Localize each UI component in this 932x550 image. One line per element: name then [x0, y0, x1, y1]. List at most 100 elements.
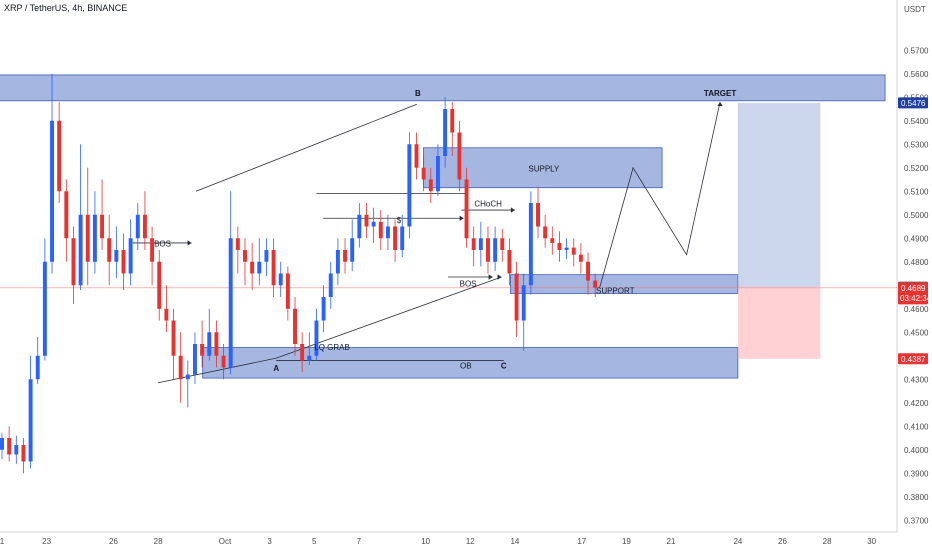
- candle-body: [100, 214, 105, 239]
- price-tag-label: 0.4387: [901, 355, 926, 364]
- time-tick-label: 26: [778, 537, 787, 546]
- candle-body: [328, 273, 333, 297]
- candle-body: [428, 179, 433, 192]
- annotation-label: B: [415, 89, 421, 98]
- candle-body: [350, 238, 355, 262]
- price-axis-unit: USDT: [904, 5, 926, 14]
- candle-body: [500, 238, 505, 250]
- arrow-head-icon: [459, 215, 464, 221]
- annotation-label: A: [273, 364, 279, 373]
- candle-body: [464, 179, 469, 239]
- candle-body: [557, 242, 562, 250]
- candle-body: [35, 355, 40, 380]
- candle-body: [271, 250, 276, 286]
- annotation-label: C: [501, 362, 507, 371]
- structure-line: [599, 101, 721, 288]
- annotation-label: OB: [460, 362, 472, 371]
- candle-body: [178, 355, 183, 380]
- annotation-label: SUPPORT: [596, 286, 635, 295]
- price-tick-label: 0.3700: [904, 516, 929, 525]
- time-tick-label: 12: [466, 537, 475, 546]
- candle-body: [185, 374, 190, 380]
- time-tick-label: Oct: [219, 537, 232, 546]
- candle-body: [264, 250, 269, 262]
- candle-body: [64, 191, 69, 239]
- candle-body: [228, 238, 233, 368]
- candle-body: [550, 238, 555, 243]
- price-tick-label: 0.5300: [904, 140, 929, 149]
- candle-body: [378, 221, 383, 239]
- candle-body: [421, 167, 426, 180]
- price-tick-label: 0.4500: [904, 328, 929, 337]
- time-tick-label: 28: [154, 537, 163, 546]
- candle-body: [92, 214, 97, 262]
- candle-body: [171, 320, 176, 356]
- time-tick-label: 30: [867, 537, 876, 546]
- candle-body: [135, 214, 140, 239]
- price-tick-label: 0.4300: [904, 375, 929, 384]
- candle-body: [221, 355, 226, 368]
- price-tick-label: 0.3800: [904, 493, 929, 502]
- supply-zone: [423, 147, 663, 189]
- candle-body: [450, 109, 455, 133]
- candle-body: [536, 203, 540, 227]
- candle-body: [114, 250, 119, 262]
- price-tick-label: 0.4900: [904, 234, 929, 243]
- annotation-label: CHoCH: [474, 200, 502, 209]
- candle-body: [285, 273, 290, 309]
- candle-body: [343, 250, 348, 262]
- price-tick-label: 0.5600: [904, 70, 929, 79]
- arrow-head-icon: [510, 207, 515, 213]
- time-tick-label: 23: [42, 537, 51, 546]
- candle-body: [478, 238, 483, 250]
- annotation-label: BOS: [460, 279, 477, 288]
- time-tick-label: 24: [733, 537, 742, 546]
- candle-body: [278, 273, 283, 286]
- candle-body: [200, 344, 205, 356]
- candle-body: [307, 355, 312, 361]
- top-zone: [0, 74, 886, 102]
- countdown-label: 03:42:34: [900, 294, 932, 303]
- candle-body: [300, 344, 305, 361]
- price-tick-label: 0.3900: [904, 469, 929, 478]
- time-tick-label: 28: [823, 537, 832, 546]
- candle-body: [514, 273, 519, 321]
- price-tag: [898, 282, 928, 305]
- price-tag-label: 0.5476: [901, 99, 926, 108]
- candle-body: [0, 438, 4, 450]
- candle-body: [335, 250, 340, 274]
- candle-body: [371, 221, 376, 227]
- time-tick-label: 21: [667, 537, 676, 546]
- candle-body: [121, 250, 126, 274]
- price-tick-label: 0.4100: [904, 422, 929, 431]
- price-tick-label: 0.5700: [904, 46, 929, 55]
- price-tick-label: 0.5000: [904, 211, 929, 220]
- candle-body: [593, 280, 598, 288]
- arrow-head-icon: [187, 240, 192, 246]
- price-tick-label: 0.5100: [904, 187, 929, 196]
- candle-body: [85, 214, 90, 262]
- price-tick-label: 0.4600: [904, 305, 929, 314]
- candle-body: [407, 144, 412, 227]
- target-zone: [737, 102, 821, 288]
- candle-body: [528, 203, 533, 286]
- candle-body: [364, 214, 369, 227]
- candle-body: [7, 438, 12, 455]
- candle-body: [357, 214, 362, 239]
- candle-body: [486, 238, 490, 262]
- stop-zone: [737, 287, 821, 359]
- candle-body: [493, 238, 498, 262]
- price-tick-label: 0.4200: [904, 399, 929, 408]
- candle-body: [128, 238, 133, 274]
- candle-body: [393, 226, 398, 250]
- candle-body: [578, 254, 583, 262]
- candle-body: [521, 285, 526, 321]
- candle-body: [314, 320, 319, 356]
- candle-body: [385, 226, 390, 239]
- arrow-head-icon: [717, 101, 723, 106]
- candle-body: [443, 109, 448, 156]
- arrow-head-icon: [488, 274, 493, 280]
- price-tag-label: 0.4689: [901, 284, 926, 293]
- candle-body: [150, 238, 155, 262]
